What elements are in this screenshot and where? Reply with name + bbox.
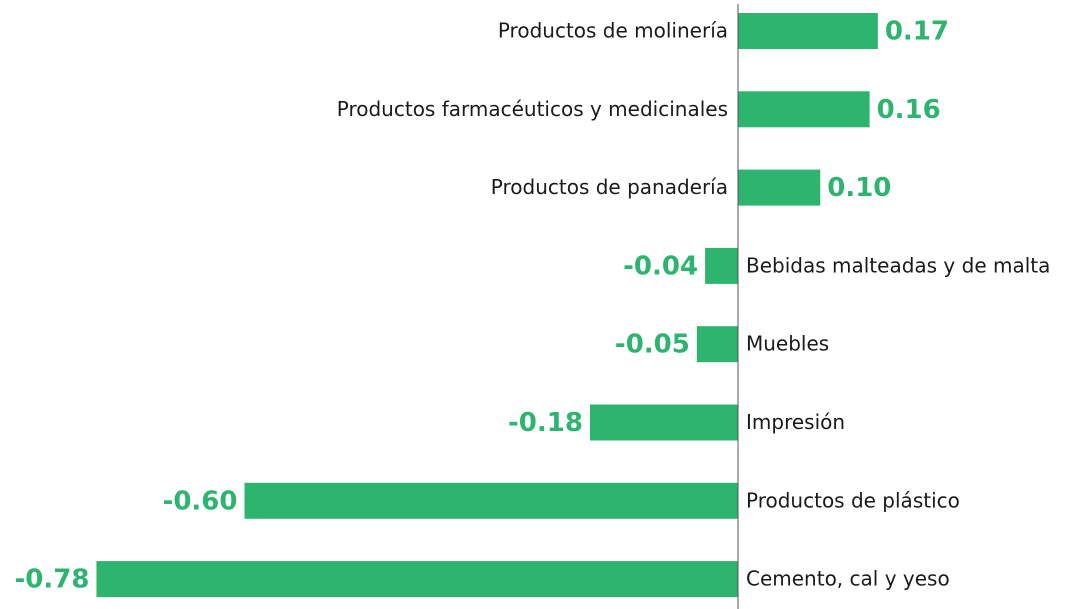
bar [696, 326, 738, 363]
value-label: 0.16 [877, 95, 941, 125]
bar [738, 13, 878, 49]
bar [96, 561, 738, 598]
category-label: Cemento, cal y yeso [746, 567, 950, 591]
bar [738, 91, 870, 128]
value-label: -0.18 [508, 408, 583, 438]
bar [589, 404, 738, 441]
value-label: -0.04 [623, 251, 698, 281]
category-label: Productos de plástico [746, 488, 960, 512]
bar [705, 247, 738, 284]
category-label: Muebles [746, 332, 829, 356]
category-label: Productos de molinería [498, 19, 728, 43]
bar [244, 482, 738, 519]
value-label: -0.05 [615, 330, 690, 360]
bar [738, 169, 821, 206]
category-label: Productos de panadería [491, 175, 728, 199]
value-label: 0.10 [827, 173, 891, 203]
value-label: -0.60 [163, 486, 238, 516]
value-label: -0.78 [14, 565, 89, 595]
category-label: Bebidas malteadas y de malta [746, 253, 1050, 277]
category-label: Impresión [746, 410, 845, 434]
category-label: Productos farmacéuticos y medicinales [337, 97, 728, 121]
value-label: 0.17 [885, 17, 949, 47]
